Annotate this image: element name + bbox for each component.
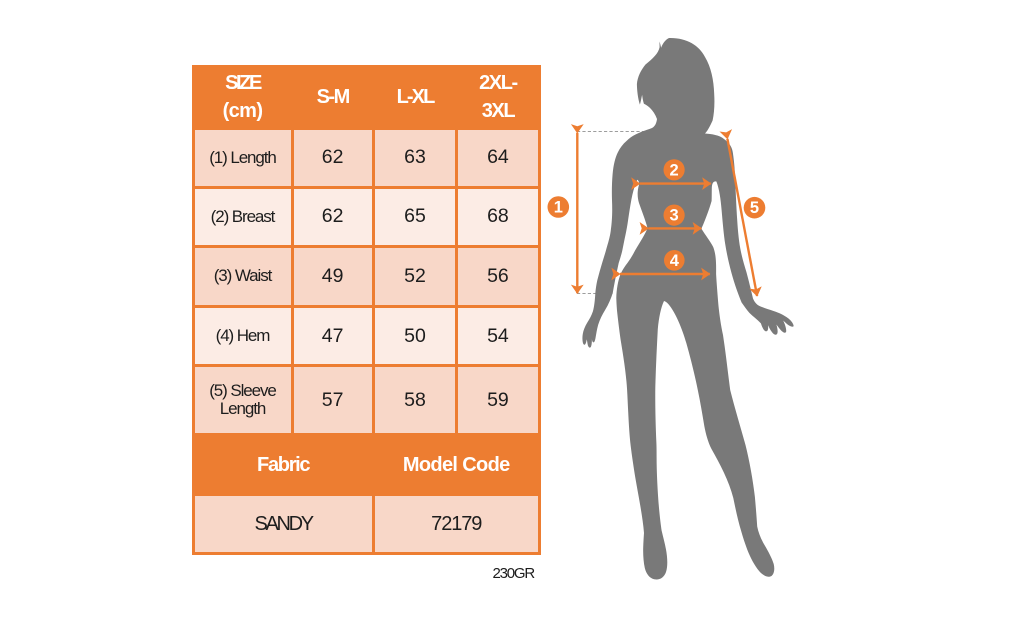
svg-text:1: 1 bbox=[554, 199, 563, 217]
svg-text:2: 2 bbox=[670, 161, 679, 179]
svg-text:5: 5 bbox=[750, 199, 759, 217]
svg-text:3: 3 bbox=[670, 207, 679, 225]
svg-text:4: 4 bbox=[670, 252, 680, 270]
